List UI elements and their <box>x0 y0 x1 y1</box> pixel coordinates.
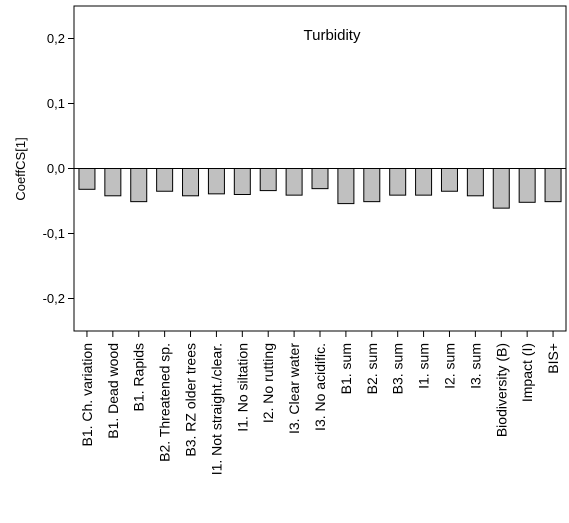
bar <box>182 168 200 197</box>
chart-title: Turbidity <box>304 27 361 44</box>
x-category-label: I3. Clear water <box>286 343 302 434</box>
x-category-label: B1. Dead wood <box>105 343 121 439</box>
x-axis-labels: B1. Ch. variation B1. Dead wood B1. Rapids… <box>79 343 561 476</box>
x-category-label: B3. RZ older trees <box>183 343 199 457</box>
x-category-label: Impact (I) <box>519 343 535 402</box>
bar <box>389 168 407 196</box>
x-category-label: B2. sum <box>364 343 380 394</box>
x-category-label: B3. sum <box>390 343 406 394</box>
bar <box>130 168 148 203</box>
y-tick-label: 0,0 <box>47 161 65 176</box>
bar <box>415 168 433 196</box>
bars <box>78 168 562 209</box>
x-category-label: I3. sum <box>467 343 483 389</box>
bar <box>518 168 536 203</box>
bar <box>104 168 122 197</box>
x-category-label: BIS+ <box>545 343 561 374</box>
y-tick-label: -0,2 <box>43 291 65 306</box>
x-category-label: B1. Rapids <box>131 343 147 411</box>
bar <box>363 168 381 203</box>
x-category-label: I3. No acidific. <box>312 343 328 431</box>
x-axis-ticks <box>86 331 554 337</box>
x-category-label: Biodiversity (B) <box>493 343 509 437</box>
bar <box>492 168 510 209</box>
y-tick-label: 0,2 <box>47 31 65 46</box>
x-category-label: B2. Threatened sp. <box>157 343 173 462</box>
x-category-label: I1. sum <box>416 343 432 389</box>
x-category-label: I2. No rutting <box>260 343 276 423</box>
y-axis-label: CoeffCS[1] <box>13 137 28 200</box>
bar <box>233 168 251 195</box>
bar <box>285 168 303 196</box>
x-category-label: B1. sum <box>338 343 354 394</box>
bar <box>78 168 96 190</box>
y-tick-label: -0,1 <box>43 226 65 241</box>
bar <box>259 168 277 192</box>
y-axis-ticks: 0,2 0,1 0,0 -0,1 -0,2 <box>43 31 74 306</box>
bar <box>311 168 329 190</box>
bar <box>544 168 562 203</box>
bar <box>466 168 484 197</box>
bar <box>207 168 225 195</box>
bar <box>156 168 174 192</box>
x-category-label: I1. Not straight./clear. <box>208 343 224 475</box>
bar <box>440 168 458 192</box>
x-category-label: I2. sum <box>441 343 457 389</box>
x-category-label: B1. Ch. variation <box>79 343 95 447</box>
y-tick-label: 0,1 <box>47 96 65 111</box>
bar <box>337 168 355 205</box>
x-category-label: I1. No siltation <box>234 343 250 432</box>
